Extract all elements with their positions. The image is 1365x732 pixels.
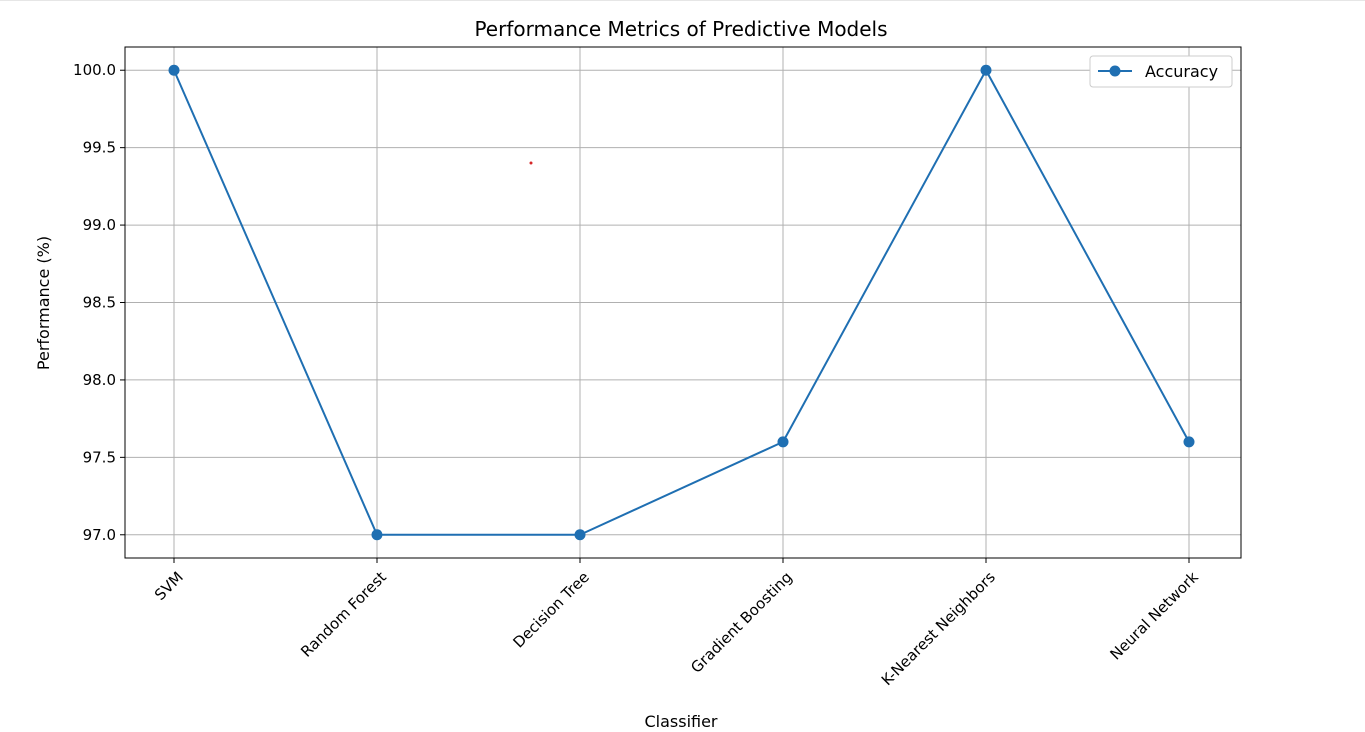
stray-marker bbox=[529, 161, 533, 165]
x-tick-label: Neural Network bbox=[1106, 568, 1202, 664]
y-tick-label: 97.0 bbox=[83, 526, 116, 544]
chart-title: Performance Metrics of Predictive Models bbox=[474, 17, 887, 41]
y-tick-label: 97.5 bbox=[83, 448, 116, 466]
top-border bbox=[0, 0, 1365, 1]
plot-frame bbox=[124, 46, 1242, 559]
y-tick-label: 98.5 bbox=[83, 294, 116, 312]
x-axis-label: Classifier bbox=[644, 712, 717, 731]
y-tick-label: 98.0 bbox=[83, 371, 116, 389]
series-layer bbox=[168, 64, 1195, 541]
data-point bbox=[1183, 436, 1195, 448]
grid-lines bbox=[125, 47, 1241, 558]
x-tick-label: Decision Tree bbox=[509, 568, 592, 651]
x-tick-label: SVM bbox=[151, 568, 187, 604]
data-point bbox=[371, 529, 383, 541]
series-line bbox=[173, 69, 1190, 536]
x-tick-label: K-Nearest Neighbors bbox=[878, 568, 999, 689]
data-point bbox=[168, 64, 180, 76]
x-tick-label: Gradient Boosting bbox=[687, 568, 796, 677]
data-point bbox=[574, 529, 586, 541]
y-tick-label: 99.0 bbox=[83, 216, 116, 234]
legend-label: Accuracy bbox=[1145, 62, 1218, 81]
y-axis-label: Performance (%) bbox=[34, 236, 53, 370]
y-tick-label: 100.0 bbox=[73, 61, 116, 79]
data-point bbox=[980, 64, 992, 76]
data-point bbox=[777, 436, 789, 448]
x-tick-label: Random Forest bbox=[297, 568, 390, 661]
legend: Accuracy bbox=[1089, 55, 1233, 88]
y-tick-label: 99.5 bbox=[83, 139, 116, 157]
legend-box bbox=[1089, 55, 1233, 88]
legend-marker bbox=[1109, 65, 1121, 77]
